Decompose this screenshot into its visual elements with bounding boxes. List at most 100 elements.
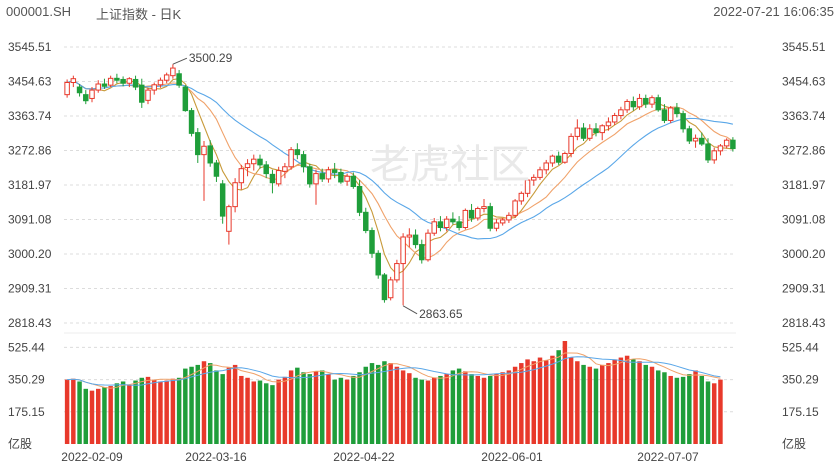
volume-bar: [568, 357, 574, 444]
candle-body: [543, 162, 549, 171]
candle-body: [394, 263, 400, 281]
volume-bar: [89, 390, 95, 444]
candle-body: [450, 218, 456, 223]
volume-bar: [239, 375, 244, 444]
candle-body: [506, 214, 512, 221]
price-tick-left: 2909.31: [8, 282, 52, 296]
candle-body: [655, 97, 661, 111]
candle-body: [711, 150, 717, 161]
volume-bar: [263, 383, 269, 444]
candle-body: [282, 166, 288, 172]
volume-bar: [475, 375, 481, 444]
volume-bar: [158, 381, 163, 444]
volume-bar: [382, 361, 387, 444]
volume-bar: [369, 363, 375, 444]
volume-bar: [351, 375, 356, 444]
candle-body: [468, 209, 475, 219]
volume-bar: [64, 379, 70, 444]
candle-body: [151, 84, 157, 91]
chart-header: 000001.SH 上证指数 - 日K 2022-07-21 16:06:35: [0, 0, 840, 24]
candle-body: [692, 137, 699, 142]
candle-body: [238, 168, 245, 184]
volume-bar: [525, 359, 530, 444]
candle-body: [319, 173, 325, 180]
volume-bar: [295, 367, 300, 444]
volume-bar: [114, 383, 120, 444]
volume-bar: [674, 377, 680, 444]
candle-body: [207, 145, 213, 164]
candle-body: [132, 78, 139, 88]
volume-unit-right: 亿股: [782, 436, 806, 451]
volume-bar: [319, 370, 325, 444]
price-tick-right: 3545.51: [782, 40, 826, 54]
candle-body: [101, 83, 108, 87]
price-tick-left: 3272.86: [8, 144, 52, 158]
volume-bar: [506, 370, 512, 444]
price-tick-left: 2818.43: [8, 316, 52, 330]
candle-body: [387, 279, 394, 299]
volume-bar: [407, 373, 412, 444]
candle-body: [64, 81, 70, 96]
volume-bar: [662, 372, 667, 444]
volume-bar: [531, 361, 537, 444]
candle-body: [263, 164, 269, 175]
volume-bar: [494, 374, 499, 444]
candle-body: [593, 128, 599, 134]
price-tick-right: 3091.08: [782, 213, 826, 227]
candle-body: [331, 169, 338, 173]
volume-bar: [438, 375, 443, 444]
volume-bar: [326, 374, 331, 444]
candle-body: [518, 192, 525, 202]
candle-body: [188, 110, 195, 134]
price-tick-left: 3454.63: [8, 75, 52, 89]
candle-body: [213, 162, 220, 177]
candle-body: [580, 127, 587, 139]
volume-bar: [251, 381, 257, 444]
volume-bar: [705, 381, 711, 444]
price-tick-right: 2909.31: [782, 282, 826, 296]
volume-bar: [257, 380, 263, 444]
volume-bar: [245, 377, 250, 444]
candle-body: [487, 206, 493, 229]
candle-body: [605, 121, 612, 127]
candle-body: [643, 97, 649, 105]
candle-body: [512, 200, 518, 216]
candle-body: [723, 139, 730, 147]
candle-body: [350, 175, 357, 188]
volume-tick-left: 175.15: [8, 405, 45, 419]
candle-body: [443, 218, 450, 229]
volume-bar: [108, 386, 113, 444]
volume-bar: [718, 379, 723, 444]
candle-body: [95, 83, 101, 91]
candle-body: [83, 94, 89, 102]
volume-bar: [95, 388, 101, 444]
volume-bar: [500, 372, 505, 444]
volume-bar: [456, 368, 462, 444]
symbol-code: 000001.SH: [6, 4, 72, 19]
volume-bar: [599, 364, 605, 444]
volume-bar: [643, 364, 649, 444]
candle-body: [699, 137, 705, 145]
candle-body: [493, 222, 500, 229]
volume-bar: [195, 364, 201, 444]
volume-bar: [699, 375, 705, 444]
candle-body: [70, 78, 77, 83]
candle-body: [182, 86, 189, 112]
volume-tick-right: 350.29: [782, 373, 819, 387]
candle-body: [226, 206, 232, 232]
candle-body: [680, 113, 686, 130]
volume-bar: [189, 366, 194, 444]
timestamp: 2022-07-21 16:06:35: [713, 4, 834, 19]
index-name: 上证指数 - 日K: [96, 7, 182, 22]
candle-body: [531, 176, 537, 181]
volume-bar: [587, 366, 593, 444]
volume-bar: [537, 357, 543, 444]
candle-body: [537, 169, 543, 178]
candle-body: [524, 179, 531, 194]
date-tick: 2022-07-07: [637, 450, 699, 464]
volume-bar: [232, 364, 238, 444]
extreme-leader: [402, 305, 418, 315]
volume-bar: [282, 376, 288, 444]
candle-body: [356, 186, 363, 213]
